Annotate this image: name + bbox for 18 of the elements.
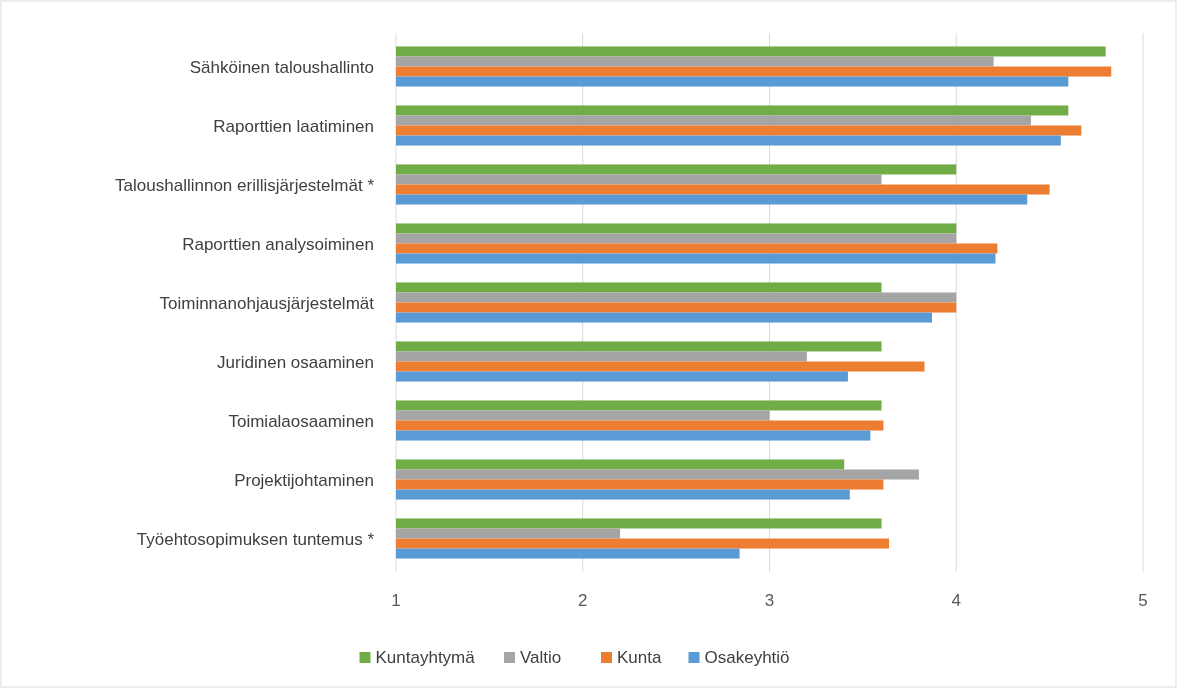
- x-tick-label: 3: [764, 591, 775, 610]
- y-tick-label: Taloushallinnon erillisjärjestelmät *: [115, 175, 375, 195]
- legend-label: Valtio: [520, 648, 562, 667]
- legend-label: Kuntayhtymä: [375, 648, 476, 667]
- y-tick-label: Toimialaosaaminen: [228, 411, 374, 431]
- y-tick-label: Raporttien analysoiminen: [182, 234, 374, 254]
- x-tick-label: 5: [1138, 591, 1148, 610]
- x-tick-label: 1: [391, 591, 401, 610]
- x-tick-label: 4: [951, 591, 961, 610]
- y-tick-label: Työehtosopimuksen tuntemus *: [136, 529, 375, 549]
- y-tick-label: Sähköinen taloushallinto: [189, 57, 374, 77]
- y-tick-label: Juridinen osaaminen: [217, 352, 374, 372]
- y-tick-label: Raporttien laatiminen: [213, 116, 374, 136]
- legend-label: Kunta: [617, 648, 662, 667]
- legend-label: Osakeyhtiö: [704, 648, 790, 667]
- y-tick-label: Toiminnanohjausjärjestelmät: [159, 293, 375, 313]
- x-tick-label: 2: [578, 591, 588, 610]
- y-tick-label: Projektijohtaminen: [234, 470, 374, 490]
